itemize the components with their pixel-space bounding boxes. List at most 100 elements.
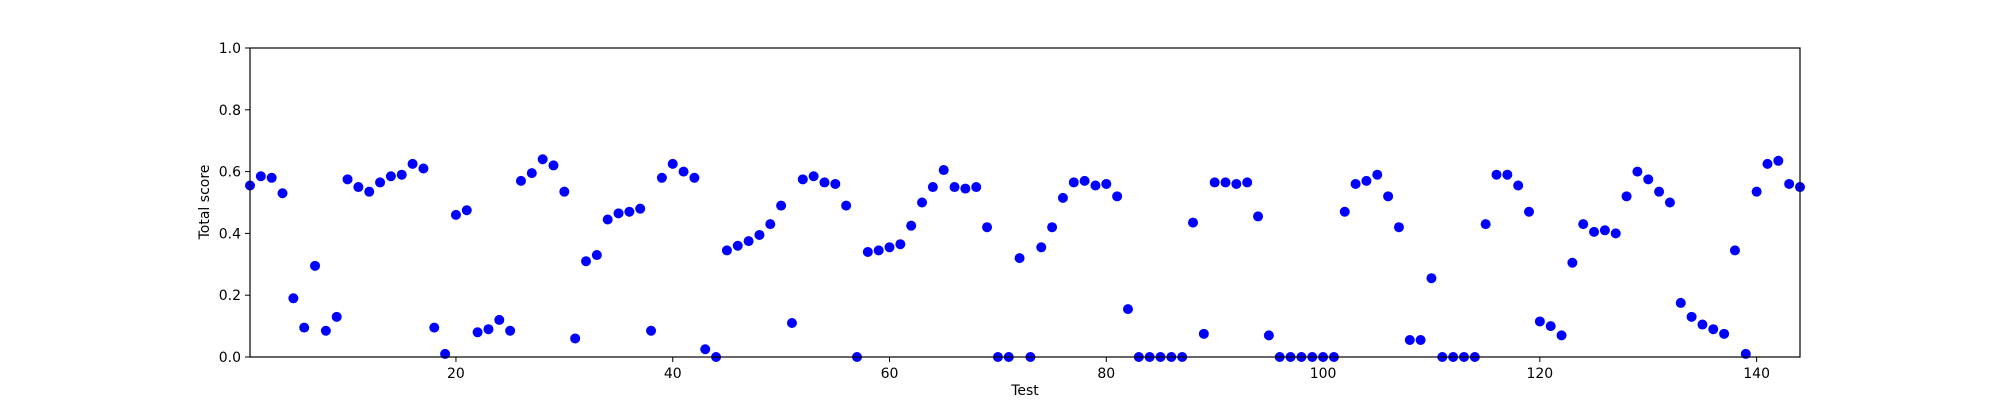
scatter-point [635, 203, 646, 214]
scatter-point [1589, 226, 1600, 237]
scatter-point [862, 246, 873, 257]
scatter-point [591, 250, 602, 261]
scatter-point [917, 197, 928, 208]
scatter-point [1253, 211, 1264, 222]
scatter-point [786, 318, 797, 329]
scatter-point [646, 325, 657, 336]
scatter-point [429, 322, 440, 333]
scatter-point [1545, 321, 1556, 332]
scatter-point [1686, 311, 1697, 322]
scatter-point [689, 172, 700, 183]
scatter-point [1762, 158, 1773, 169]
scatter-point [1231, 178, 1242, 189]
scatter-point [1491, 169, 1502, 180]
scatter-point [830, 178, 841, 189]
scatter-point [1404, 335, 1415, 346]
scatter-point [450, 209, 461, 220]
scatter-point [960, 183, 971, 194]
scatter-point [743, 236, 754, 247]
scatter-point [819, 177, 830, 188]
scatter-point [949, 182, 960, 193]
x-tick-label: 20 [447, 366, 465, 382]
scatter-point [1502, 169, 1513, 180]
scatter-point [1621, 191, 1632, 202]
scatter-point [1664, 197, 1675, 208]
x-axis-label: Test [1010, 383, 1039, 399]
y-tick-label: 0.6 [219, 165, 241, 181]
scatter-point [1729, 245, 1740, 256]
scatter-point [515, 175, 526, 186]
scatter-point [1198, 328, 1209, 339]
scatter-point [1079, 175, 1090, 186]
scatter-point [537, 154, 548, 165]
scatter-point [472, 327, 483, 338]
scatter-point [1697, 319, 1708, 330]
scatter-point [255, 171, 266, 182]
scatter-point [1101, 178, 1112, 189]
scatter-point [320, 325, 331, 336]
scatter-point [494, 314, 505, 325]
scatter-point [721, 245, 732, 256]
scatter-point [1751, 186, 1762, 197]
scatter-point [841, 200, 852, 211]
scatter-point [971, 182, 982, 193]
x-tick-label: 100 [1310, 366, 1337, 382]
scatter-point [1188, 217, 1199, 228]
scatter-point [667, 158, 678, 169]
points-layer [245, 154, 1805, 362]
scatter-point [1524, 206, 1535, 217]
scatter-point [1090, 180, 1101, 191]
scatter-point [1122, 304, 1133, 315]
y-tick-label: 0.8 [219, 103, 241, 119]
x-tick-label: 40 [664, 366, 682, 382]
scatter-point [1567, 257, 1578, 268]
scatter-point [1036, 242, 1047, 253]
scatter-point [1675, 297, 1686, 308]
scatter-point [331, 311, 342, 322]
scatter-point [700, 344, 711, 355]
scatter-point [461, 205, 472, 216]
scatter-point [1632, 166, 1643, 177]
x-tick-label: 140 [1743, 366, 1770, 382]
scatter-point [1220, 177, 1231, 188]
scatter-point [1068, 177, 1079, 188]
scatter-point [1784, 178, 1795, 189]
scatter-point [1773, 155, 1784, 166]
scatter-point [548, 160, 559, 171]
scatter-point [754, 229, 765, 240]
scatter-point [765, 219, 776, 230]
scatter-point [310, 260, 321, 271]
x-tick-label: 60 [881, 366, 899, 382]
y-tick-label: 0.4 [219, 226, 241, 242]
scatter-point [1209, 177, 1220, 188]
scatter-point [1513, 180, 1524, 191]
scatter-point [895, 239, 906, 250]
scatter-point [927, 182, 938, 193]
scatter-point [342, 174, 353, 185]
scatter-point [1719, 328, 1730, 339]
scatter-point [1047, 222, 1058, 233]
x-tick-label: 120 [1526, 366, 1553, 382]
scatter-point [299, 322, 310, 333]
scatter-point [277, 188, 288, 199]
scatter-point [570, 333, 581, 344]
scatter-point [938, 165, 949, 176]
scatter-point [906, 220, 917, 231]
scatter-point [1372, 169, 1383, 180]
scatter-point [385, 171, 396, 182]
scatter-point [656, 172, 667, 183]
y-tick-label: 0.0 [219, 350, 241, 366]
scatter-point [581, 256, 592, 267]
scatter-point [1350, 178, 1361, 189]
scatter-point [1426, 273, 1437, 284]
scatter-point [1534, 316, 1545, 327]
y-tick-label: 0.2 [219, 288, 241, 304]
scatter-point [982, 222, 993, 233]
scatter-point [1263, 330, 1274, 341]
scatter-point [1578, 219, 1589, 230]
scatter-point [1654, 186, 1665, 197]
scatter-point [526, 168, 537, 179]
scatter-point [559, 186, 570, 197]
